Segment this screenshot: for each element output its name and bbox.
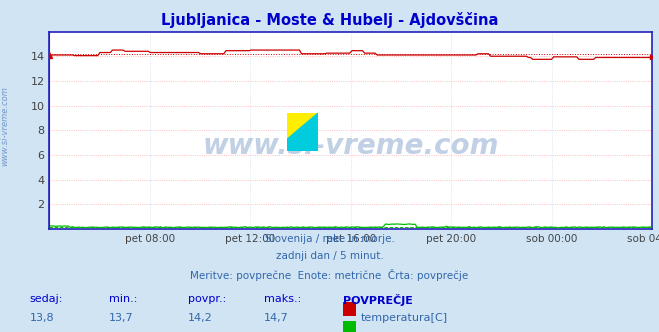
Text: 13,8: 13,8 bbox=[30, 313, 54, 323]
Text: www.si-vreme.com: www.si-vreme.com bbox=[1, 86, 10, 166]
Text: 14,2: 14,2 bbox=[188, 313, 213, 323]
Text: 14,7: 14,7 bbox=[264, 313, 289, 323]
Text: zadnji dan / 5 minut.: zadnji dan / 5 minut. bbox=[275, 251, 384, 261]
Polygon shape bbox=[287, 113, 318, 151]
Text: 13,7: 13,7 bbox=[109, 313, 133, 323]
Text: maks.:: maks.: bbox=[264, 294, 301, 304]
Text: povpr.:: povpr.: bbox=[188, 294, 226, 304]
Text: temperatura[C]: temperatura[C] bbox=[361, 313, 448, 323]
Text: POVPREČJE: POVPREČJE bbox=[343, 294, 413, 306]
Text: sedaj:: sedaj: bbox=[30, 294, 63, 304]
Text: Ljubljanica - Moste & Hubelj - Ajdovščina: Ljubljanica - Moste & Hubelj - Ajdovščin… bbox=[161, 12, 498, 28]
Text: Meritve: povprečne  Enote: metrične  Črta: povprečje: Meritve: povprečne Enote: metrične Črta:… bbox=[190, 269, 469, 281]
Text: Slovenija / reke in morje.: Slovenija / reke in morje. bbox=[264, 234, 395, 244]
Text: www.si-vreme.com: www.si-vreme.com bbox=[203, 132, 499, 160]
Polygon shape bbox=[287, 113, 318, 139]
Text: min.:: min.: bbox=[109, 294, 137, 304]
